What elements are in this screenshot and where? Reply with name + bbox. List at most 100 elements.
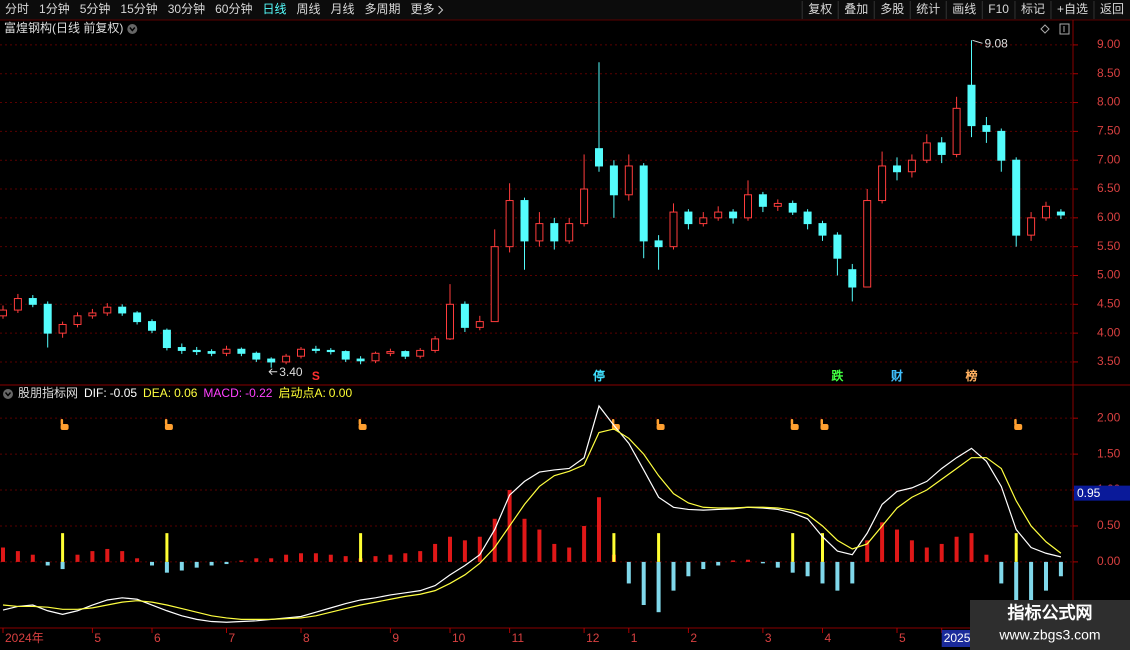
tool-button[interactable]: 多股 — [880, 2, 904, 16]
macd-bar — [999, 561, 1004, 584]
macd-bar — [850, 561, 855, 584]
period-button[interactable]: 1分钟 — [39, 1, 70, 16]
macd-bar — [969, 533, 974, 562]
date-label: 7 — [229, 631, 236, 645]
tool-button[interactable]: 标记 — [1021, 2, 1045, 16]
period-button[interactable]: 分时 — [5, 2, 29, 16]
event-marker: 停 — [593, 368, 605, 383]
signal-bar — [1014, 533, 1018, 562]
date-label: 9 — [392, 631, 399, 645]
macd-bar — [641, 561, 646, 606]
legend-name: DIF: — [84, 386, 107, 400]
macd-bar — [75, 554, 80, 562]
signal-bar — [61, 533, 65, 562]
macd-bar — [1058, 561, 1063, 577]
title-menu-icon[interactable] — [127, 24, 138, 34]
macd-bar — [269, 558, 274, 562]
tool-button[interactable]: 返回 — [1100, 2, 1124, 16]
candle-body — [803, 211, 812, 225]
candle-body — [401, 351, 410, 357]
macd-bar — [790, 561, 795, 573]
signal-icon — [790, 419, 799, 430]
candle-body — [952, 107, 961, 155]
date-label: 4 — [825, 631, 832, 645]
icon-part — [656, 424, 665, 430]
icon-part — [60, 419, 64, 425]
candle-body — [535, 223, 544, 242]
tool-button[interactable]: 复权 — [808, 2, 832, 16]
tool-button[interactable]: F10 — [988, 2, 1009, 16]
candle-body — [252, 352, 261, 360]
date-label: 2024年 — [5, 631, 44, 645]
period-button[interactable]: 多周期 — [365, 2, 401, 16]
candle-body — [863, 200, 872, 288]
date-highlight — [941, 630, 976, 647]
macd-bar — [746, 559, 750, 562]
candle-body — [28, 298, 37, 305]
macd-bar — [15, 551, 20, 562]
low-label: 3.40 — [279, 365, 303, 379]
low-arrow — [268, 368, 278, 376]
candle-body — [922, 142, 931, 161]
legend-name: 启动点A: — [278, 386, 325, 400]
tool-button[interactable]: +自选 — [1057, 2, 1088, 16]
candle-body — [907, 159, 916, 173]
macd-bar — [880, 522, 885, 562]
date-label: 5 — [899, 631, 906, 645]
candle-body — [58, 323, 67, 334]
candle-body — [192, 349, 201, 353]
period-button[interactable]: 周线 — [296, 2, 320, 16]
signal-bar — [165, 533, 169, 562]
legend-name: MACD: — [203, 386, 242, 400]
candle-body — [982, 125, 991, 132]
candle-body — [848, 269, 857, 288]
tool-button[interactable]: 叠加 — [844, 2, 868, 16]
event-marker: 跌 — [831, 368, 844, 383]
tool-button[interactable]: 画线 — [952, 2, 976, 16]
candle-body — [118, 306, 127, 314]
signal-icon — [358, 419, 367, 430]
macd-bar — [775, 561, 780, 568]
period-button[interactable]: 60分钟 — [215, 1, 252, 16]
candle-body — [744, 194, 752, 219]
candle-body — [356, 358, 365, 362]
macd-bar — [582, 525, 587, 562]
signal-icon — [1014, 419, 1023, 430]
macd-bar — [626, 561, 631, 584]
y-tick-label: 7.00 — [1097, 152, 1121, 166]
macd-bar — [254, 558, 259, 562]
period-button[interactable]: 更多 — [411, 2, 435, 16]
event-marker: S — [312, 369, 320, 383]
candle-body — [520, 200, 529, 242]
date-label: 2025/ — [944, 631, 975, 645]
period-button[interactable]: 15分钟 — [120, 1, 157, 16]
y-tick-label: 9.00 — [1097, 37, 1121, 51]
tool-button[interactable]: 统计 — [916, 2, 940, 16]
signal-icon — [820, 419, 829, 430]
period-button[interactable]: 日线 — [262, 2, 286, 16]
signal-bar — [791, 533, 795, 562]
icon-part — [790, 419, 794, 425]
macd-bar — [343, 556, 348, 562]
y-tick-label: 4.00 — [1097, 325, 1121, 339]
period-button[interactable]: 月线 — [331, 2, 355, 16]
event-marker: 榜 — [965, 368, 977, 383]
indicator-menu-icon[interactable] — [3, 389, 13, 399]
high-arrow — [972, 39, 983, 44]
candle-body — [788, 202, 797, 213]
candle-body — [311, 348, 320, 351]
watermark-url: www.zbgs3.com — [998, 627, 1100, 643]
watermark-bg — [970, 600, 1130, 650]
date-label: 5 — [94, 631, 101, 645]
macd-bar — [686, 561, 691, 577]
macd-bar — [373, 556, 378, 562]
candle-body — [297, 348, 305, 357]
macd-bar — [284, 554, 289, 562]
icon — [1059, 23, 1070, 35]
macd-bar — [820, 561, 825, 584]
period-button[interactable]: 5分钟 — [80, 1, 111, 16]
period-button[interactable]: 30分钟 — [168, 1, 205, 16]
y-tick-label: 8.00 — [1097, 95, 1121, 109]
icon-part — [358, 424, 367, 430]
